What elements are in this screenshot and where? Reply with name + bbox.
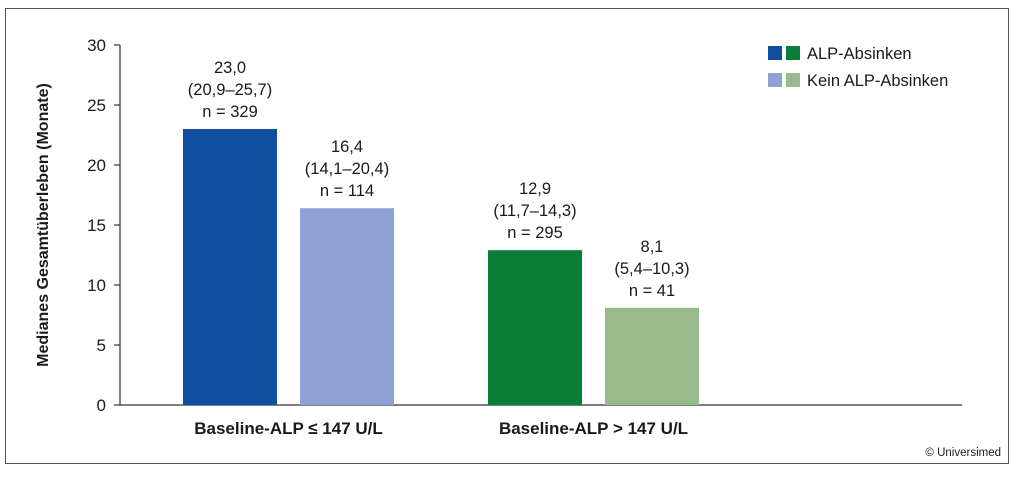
y-tick-label: 25 — [87, 96, 106, 115]
category-label: Baseline-ALP ≤ 147 U/L — [194, 419, 383, 438]
data-label: 23,0 — [214, 59, 246, 77]
legend: ALP-Absinken Kein ALP-Absinken — [768, 45, 948, 90]
legend-swatch — [786, 73, 800, 87]
data-label: (11,7–14,3) — [493, 202, 576, 220]
data-label: (5,4–10,3) — [614, 260, 689, 278]
data-label: n = 329 — [202, 103, 258, 121]
bars: 23,0 (20,9–25,7) n = 329 16,4 (14,1–20,4) n =… — [183, 59, 699, 405]
data-label: n = 295 — [507, 224, 563, 242]
y-tick-label: 10 — [87, 276, 106, 295]
data-label: (20,9–25,7) — [188, 81, 272, 99]
y-tick-label: 20 — [87, 156, 106, 175]
y-tick-label: 5 — [97, 336, 106, 355]
bar-2-1 — [488, 250, 582, 405]
legend-swatch — [786, 46, 800, 60]
copyright: © Universimed — [925, 447, 1001, 459]
y-tick-label: 15 — [87, 216, 106, 235]
legend-swatch — [768, 46, 782, 60]
data-label: (14,1–20,4) — [305, 160, 389, 178]
legend-label: ALP-Absinken — [807, 45, 912, 63]
category-labels: Baseline-ALP ≤ 147 U/L Baseline-ALP > 147… — [194, 419, 688, 438]
y-axis-label: Medianes Gesamtüberleben (Monate) — [35, 83, 52, 367]
data-label: 12,9 — [519, 180, 551, 198]
data-label: n = 41 — [629, 282, 675, 300]
data-label: 8,1 — [641, 238, 664, 256]
bar-2-2 — [605, 307, 699, 405]
data-label: n = 114 — [320, 182, 374, 200]
bar-1-1 — [183, 129, 277, 405]
data-label: 16,4 — [331, 138, 363, 156]
legend-swatch — [768, 73, 782, 87]
category-label: Baseline-ALP > 147 U/L — [499, 419, 688, 438]
y-tick-label: 0 — [97, 396, 106, 415]
bar-1-2 — [300, 208, 394, 405]
y-tick-label: 30 — [87, 36, 106, 55]
legend-label: Kein ALP-Absinken — [807, 72, 948, 90]
